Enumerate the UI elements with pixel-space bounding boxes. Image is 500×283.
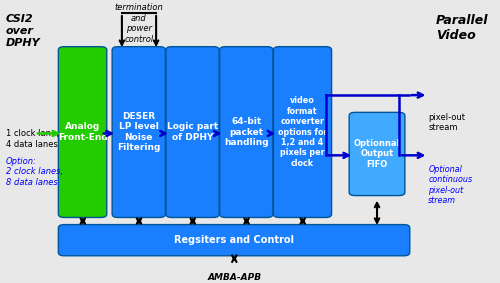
Text: pixel-out
stream: pixel-out stream [428, 113, 466, 132]
Text: Optional
continuous
pixel-out
stream: Optional continuous pixel-out stream [428, 165, 472, 205]
Text: AMBA-APB: AMBA-APB [207, 273, 262, 282]
Text: Logic part
of DPHY: Logic part of DPHY [167, 122, 218, 142]
Text: CSI2
over
DPHY: CSI2 over DPHY [6, 14, 40, 48]
Text: Analog
Front-End: Analog Front-End [58, 122, 108, 142]
FancyBboxPatch shape [274, 47, 332, 217]
Text: DESER
LP level
Noise
Filtering: DESER LP level Noise Filtering [117, 112, 160, 152]
FancyBboxPatch shape [220, 47, 273, 217]
Text: Optionnal
Output
FIFO: Optionnal Output FIFO [354, 139, 401, 169]
Text: termination
and
power
control: termination and power control [114, 3, 164, 44]
Text: 64-bit
packet
handling: 64-bit packet handling [224, 117, 268, 147]
FancyBboxPatch shape [166, 47, 219, 217]
Text: 1 clock lane,
4 data lanes: 1 clock lane, 4 data lanes [6, 129, 59, 149]
Text: Parallel
Video: Parallel Video [436, 14, 488, 42]
Text: Option:
2 clock lanes,
8 data lanes: Option: 2 clock lanes, 8 data lanes [6, 157, 62, 186]
Text: Regsiters and Control: Regsiters and Control [174, 235, 294, 245]
FancyBboxPatch shape [58, 225, 410, 256]
FancyBboxPatch shape [58, 47, 107, 217]
FancyBboxPatch shape [349, 112, 405, 196]
FancyBboxPatch shape [112, 47, 166, 217]
Text: video
format
converter
options for
1,2 and 4
pixels per
clock: video format converter options for 1,2 a… [278, 97, 327, 168]
